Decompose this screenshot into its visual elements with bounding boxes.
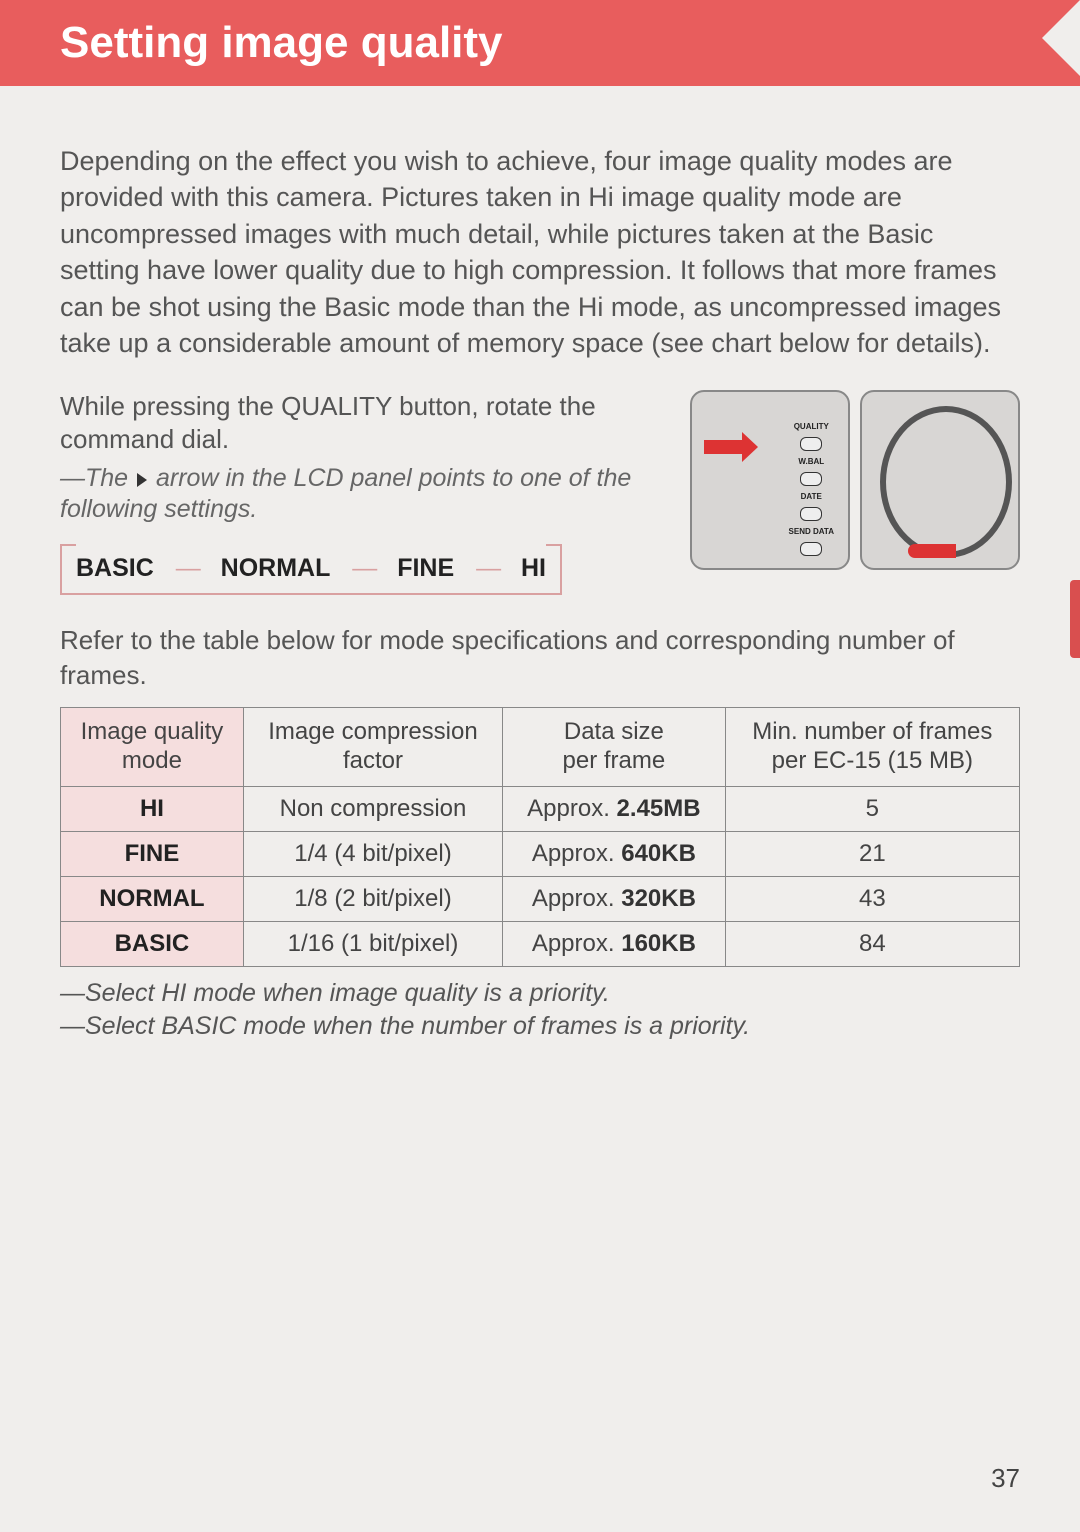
mode-sequence: BASIC — NORMAL — FINE — HI xyxy=(60,544,562,595)
mode-basic: BASIC xyxy=(76,554,154,583)
cell-size: Approx. 160KB xyxy=(503,921,726,966)
col-size: Data sizeper frame xyxy=(503,707,726,786)
cell-mode: HI xyxy=(61,786,244,831)
cell-compression: 1/8 (2 bit/pixel) xyxy=(243,876,502,921)
mode-normal: NORMAL xyxy=(221,554,331,583)
camera-diagram: QUALITY W.BAL DATE SEND DATA xyxy=(690,390,1020,570)
command-dial-diagram xyxy=(860,390,1020,570)
cell-mode: FINE xyxy=(61,831,244,876)
table-row: NORMAL 1/8 (2 bit/pixel) Approx. 320KB 4… xyxy=(61,876,1020,921)
instruction-line: While pressing the QUALITY button, rotat… xyxy=(60,390,670,458)
instruction-text: While pressing the QUALITY button, rotat… xyxy=(60,390,670,595)
quality-button-diagram: QUALITY W.BAL DATE SEND DATA xyxy=(690,390,850,570)
footnotes: —Select HI mode when image quality is a … xyxy=(60,977,1020,1045)
col-frames: Min. number of framesper EC-15 (15 MB) xyxy=(725,707,1019,786)
page-content: Depending on the effect you wish to achi… xyxy=(0,86,1080,1044)
note-prefix: —The xyxy=(60,464,128,492)
cell-compression: 1/4 (4 bit/pixel) xyxy=(243,831,502,876)
page-number: 37 xyxy=(991,1463,1020,1494)
button-labels: QUALITY W.BAL DATE SEND DATA xyxy=(789,422,834,556)
page-header: Setting image quality xyxy=(0,0,1080,86)
cell-mode: BASIC xyxy=(61,921,244,966)
cell-size: Approx. 320KB xyxy=(503,876,726,921)
table-header-row: Image qualitymode Image compressionfacto… xyxy=(61,707,1020,786)
table-body: HI Non compression Approx. 2.45MB 5 FINE… xyxy=(61,786,1020,966)
mode-sep-icon: — xyxy=(476,554,499,583)
table-row: FINE 1/4 (4 bit/pixel) Approx. 640KB 21 xyxy=(61,831,1020,876)
mode-fine: FINE xyxy=(397,554,454,583)
cell-frames: 84 xyxy=(725,921,1019,966)
cell-size: Approx. 640KB xyxy=(503,831,726,876)
cell-compression: Non compression xyxy=(243,786,502,831)
footnote-hi: —Select HI mode when image quality is a … xyxy=(60,977,1020,1011)
instruction-row: While pressing the QUALITY button, rotat… xyxy=(60,390,1020,595)
quality-table: Image qualitymode Image compressionfacto… xyxy=(60,707,1020,967)
section-tab-icon xyxy=(1070,580,1080,658)
intro-paragraph: Depending on the effect you wish to achi… xyxy=(60,143,1020,362)
mode-sep-icon: — xyxy=(176,554,199,583)
cell-compression: 1/16 (1 bit/pixel) xyxy=(243,921,502,966)
cell-mode: NORMAL xyxy=(61,876,244,921)
mode-sep-icon: — xyxy=(352,554,375,583)
mode-hi: HI xyxy=(521,554,546,583)
cell-frames: 5 xyxy=(725,786,1019,831)
arrow-right-icon xyxy=(137,473,147,487)
instruction-note: —The arrow in the LCD panel points to on… xyxy=(60,463,670,526)
page-title: Setting image quality xyxy=(60,18,503,67)
cell-frames: 21 xyxy=(725,831,1019,876)
footnote-basic: —Select BASIC mode when the number of fr… xyxy=(60,1010,1020,1044)
refer-text: Refer to the table below for mode specif… xyxy=(60,623,1020,693)
col-mode: Image qualitymode xyxy=(61,707,244,786)
cell-size: Approx. 2.45MB xyxy=(503,786,726,831)
col-compression: Image compressionfactor xyxy=(243,707,502,786)
table-row: BASIC 1/16 (1 bit/pixel) Approx. 160KB 8… xyxy=(61,921,1020,966)
cell-frames: 43 xyxy=(725,876,1019,921)
table-row: HI Non compression Approx. 2.45MB 5 xyxy=(61,786,1020,831)
